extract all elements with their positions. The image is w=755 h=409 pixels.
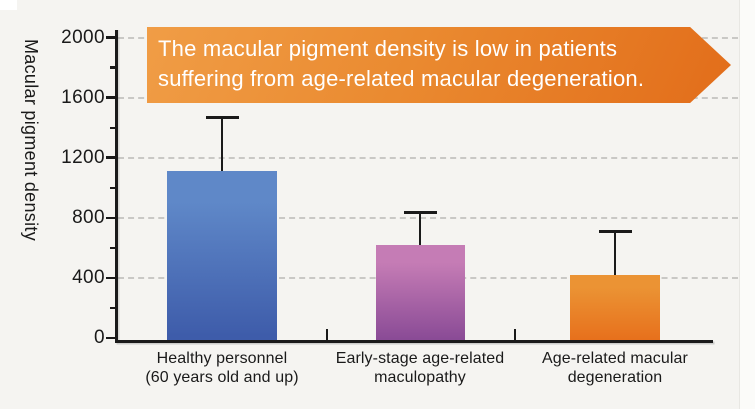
y-tick-label: 1600 [61, 86, 105, 108]
y-axis-title: Macular pigment density [21, 39, 41, 241]
error-bar-cap [403, 211, 437, 215]
y-gridline [118, 216, 738, 219]
banner-line-2: suffering from age-related macular degen… [158, 65, 645, 91]
bar [167, 171, 277, 343]
error-bar-cap [205, 115, 239, 119]
corner-patch [0, 0, 17, 10]
y-tick-label: 0 [94, 327, 105, 348]
error-bar-line [613, 231, 617, 275]
y-tick-label: 800 [72, 206, 105, 228]
y-tick-minor [110, 246, 115, 249]
bar [375, 244, 465, 343]
y-tick-major [106, 36, 115, 39]
y-tick-major [106, 336, 115, 340]
y-tick-major [106, 276, 115, 280]
x-tick [325, 329, 329, 340]
y-axis-line [114, 30, 118, 343]
y-tick-major [106, 156, 115, 159]
y-tick-major [106, 216, 115, 220]
category-label: Age-related macular degeneration [542, 350, 688, 386]
y-tick-minor [110, 126, 115, 129]
error-bar-cap [598, 229, 632, 233]
bar [570, 274, 660, 343]
category-label: Early-stage age-related maculopathy [335, 350, 505, 386]
right-edge-strip [739, 0, 755, 409]
error-bar-line [220, 117, 224, 172]
y-gridline [118, 156, 738, 159]
y-tick-label: 400 [72, 266, 105, 288]
category-label: Healthy personnel (60 years old and up) [145, 350, 299, 386]
y-tick-label: 2000 [61, 26, 105, 48]
y-tick-minor [110, 306, 115, 310]
banner-line-1: The macular pigment density is low in pa… [158, 36, 618, 61]
callout-arrow-banner: The macular pigment density is low in pa… [147, 27, 731, 103]
x-axis-line [114, 340, 713, 344]
x-tick [513, 329, 517, 340]
y-tick-label: 1200 [61, 146, 105, 168]
banner-text: The macular pigment density is low in pa… [158, 34, 644, 93]
y-tick-minor [110, 186, 115, 189]
error-bar-line [418, 212, 422, 245]
y-tick-major [106, 96, 115, 99]
y-tick-minor [110, 66, 115, 69]
